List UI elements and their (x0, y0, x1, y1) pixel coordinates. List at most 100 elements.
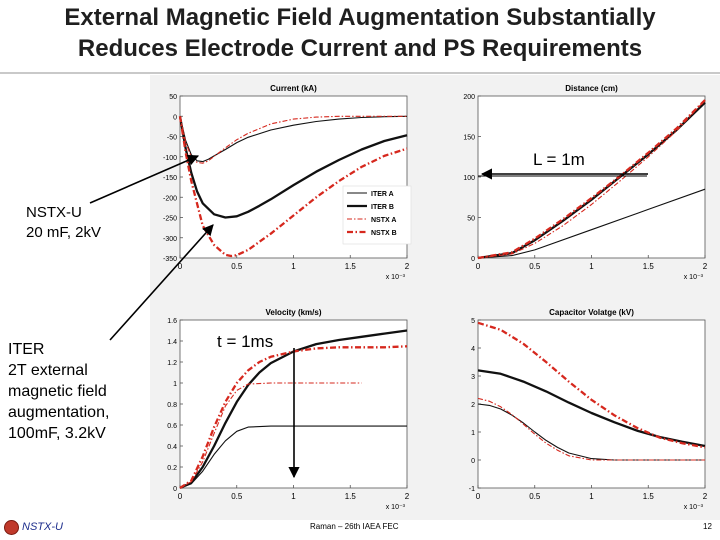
distance-x-tick-label: 1 (589, 262, 594, 271)
current-legend-label: NSTX A (371, 217, 396, 224)
current-y-tick-label: -100 (163, 155, 177, 162)
velocity-y-tick-label: 1.6 (167, 318, 177, 325)
velocity-chart-title: Velocity (km/s) (265, 308, 321, 317)
capacitor-x-tick-label: 2 (703, 492, 708, 501)
velocity-x-tick-label: 0.5 (231, 492, 243, 501)
nstx-annotation-line: 20 mF, 2kV (26, 224, 102, 241)
distance-x-exponent: x 10⁻³ (684, 274, 704, 281)
iter-annotation-line: augmentation, (8, 404, 110, 421)
velocity-x-tick-label: 0 (178, 492, 183, 501)
capacitor-y-tick-label: 4 (471, 346, 475, 353)
capacitor-series-iter-b (477, 369, 706, 448)
velocity-y-tick-label: 0 (173, 486, 177, 493)
velocity-y-tick-label: 0.2 (167, 465, 177, 472)
distance-y-tick-label: 200 (463, 94, 475, 101)
capacitor-x-tick-label: 0.5 (529, 492, 541, 501)
distance-series-iter-a (477, 188, 706, 259)
length-annotation: L = 1m (533, 150, 585, 169)
distance-x-tick-label: 2 (703, 262, 708, 271)
iter-annotation-line: magnetic field (8, 383, 107, 400)
iter-annotation: ITER 2T external magnetic field augmenta… (8, 339, 109, 444)
iter-annotation-line: 100mF, 3.2kV (8, 425, 106, 442)
iter-annotation-line: 2T external (8, 362, 88, 379)
capacitor-x-tick-label: 0 (476, 492, 481, 501)
velocity-y-tick-label: 1.2 (167, 360, 177, 367)
velocity-x-tick-label: 1 (291, 492, 296, 501)
capacitor-x-exponent: x 10⁻³ (684, 504, 704, 511)
velocity-y-tick-label: 0.8 (167, 402, 177, 409)
current-x-tick-label: 0 (178, 262, 183, 271)
current-legend-label: ITER A (371, 191, 394, 198)
capacitor-x-tick-label: 1 (589, 492, 594, 501)
velocity-x-tick-label: 1.5 (345, 492, 357, 501)
current-x-tick-label: 2 (405, 262, 410, 271)
nstx-annotation-line: NSTX-U (26, 204, 82, 221)
current-y-tick-label: -200 (163, 195, 177, 202)
capacitor-y-tick-label: 0 (471, 458, 475, 465)
velocity-y-tick-label: 1.4 (167, 339, 177, 346)
current-legend-label: NSTX B (371, 230, 397, 237)
footer-credit: Raman – 26th IAEA FEC (310, 522, 399, 531)
capacitor-chart-title: Capacitor Volatge (kV) (549, 308, 634, 317)
distance-x-tick-label: 0 (476, 262, 481, 271)
current-x-tick-label: 1 (291, 262, 296, 271)
capacitor-plot-frame (477, 319, 706, 489)
capacitor-x-tick-label: 1.5 (643, 492, 655, 501)
current-legend-box (342, 185, 412, 245)
slide-title: External Magnetic Field Augmentation Sub… (0, 2, 720, 64)
current-y-tick-label: 0 (173, 114, 177, 121)
nstx-logo-icon (4, 520, 19, 535)
distance-y-tick-label: 0 (471, 256, 475, 263)
distance-series-nstx-a (477, 99, 706, 259)
velocity-y-tick-label: 1 (173, 381, 177, 388)
title-line-1: External Magnetic Field Augmentation Sub… (64, 4, 656, 31)
current-series-iter-b (178, 116, 408, 219)
nstx-annotation-arrow (89, 154, 200, 204)
distance-chart-title: Distance (cm) (565, 84, 618, 93)
distance-series-nstx-b (477, 99, 706, 260)
capacitor-y-tick-label: 2 (471, 402, 475, 409)
velocity-y-tick-label: 0.4 (167, 444, 177, 451)
current-x-tick-label: 1.5 (345, 262, 357, 271)
current-series-nstx-b (178, 116, 408, 258)
current-y-tick-label: -350 (163, 256, 177, 263)
distance-y-tick-label: 150 (463, 135, 475, 142)
velocity-series-nstx-b (179, 345, 408, 489)
distance-y-tick-label: 100 (463, 175, 475, 182)
capacitor-y-tick-label: -1 (469, 486, 475, 493)
current-series-nstx-a (179, 115, 407, 164)
time-annotation: t = 1ms (217, 332, 274, 351)
velocity-x-tick-label: 2 (405, 492, 410, 501)
distance-plot-frame (477, 95, 706, 259)
distance-x-tick-label: 0.5 (529, 262, 541, 271)
current-y-tick-label: -250 (163, 216, 177, 223)
velocity-series-nstx-a (179, 382, 362, 489)
velocity-series-iter-a (179, 425, 407, 489)
current-y-tick-label: 50 (169, 94, 177, 101)
velocity-series-iter-b (179, 329, 408, 490)
page-number: 12 (703, 522, 712, 531)
distance-y-tick-label: 50 (467, 216, 475, 223)
velocity-x-exponent: x 10⁻³ (386, 504, 406, 511)
current-x-tick-label: 0.5 (231, 262, 243, 271)
capacitor-series-nstx-b (477, 321, 706, 449)
current-x-exponent: x 10⁻³ (386, 274, 406, 281)
distance-x-tick-label: 1.5 (643, 262, 655, 271)
capacitor-series-nstx-a (477, 397, 705, 461)
nstx-annotation: NSTX-U 20 mF, 2kV (26, 203, 101, 243)
current-chart-title: Current (kA) (270, 84, 317, 93)
velocity-y-tick-label: 0.6 (167, 423, 177, 430)
capacitor-y-tick-label: 3 (471, 374, 475, 381)
current-y-tick-label: -50 (167, 135, 177, 142)
iter-annotation-arrow (109, 224, 214, 341)
current-legend-label: ITER B (371, 204, 394, 211)
title-divider (0, 72, 720, 74)
iter-annotation-line: ITER (8, 341, 45, 358)
capacitor-y-tick-label: 5 (471, 318, 475, 325)
capacitor-y-tick-label: 1 (471, 430, 475, 437)
current-y-tick-label: -150 (163, 175, 177, 182)
title-line-2: Reduces Electrode Current and PS Require… (77, 35, 643, 62)
footer-logo-text: NSTX-U (22, 521, 63, 533)
current-y-tick-label: -300 (163, 236, 177, 243)
